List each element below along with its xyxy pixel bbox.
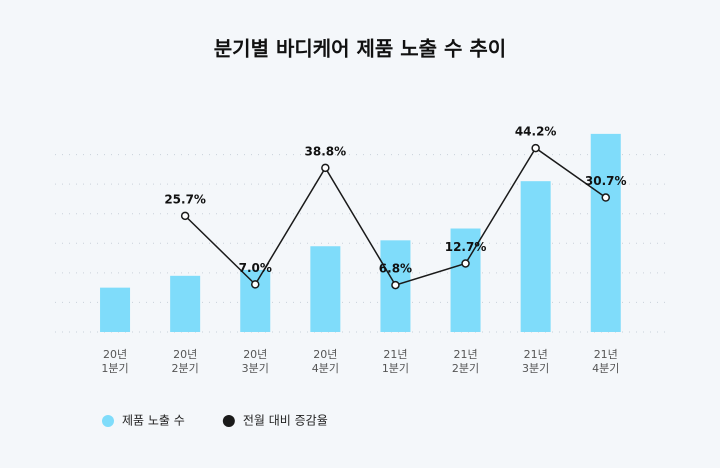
legend-marker	[222, 415, 235, 427]
data-label: 12.7%	[445, 240, 487, 254]
line-point	[461, 259, 470, 268]
bar	[240, 269, 271, 332]
x-tick-label: 20년 2분기	[171, 348, 199, 375]
line-point	[251, 280, 260, 289]
x-tick-label: 20년 1분기	[101, 348, 129, 375]
line-point	[601, 193, 610, 202]
data-label: 6.8%	[379, 262, 412, 276]
line-point	[531, 143, 540, 153]
x-tick-label: 20년 3분기	[241, 348, 269, 375]
bar	[310, 246, 341, 332]
legend-label: 전월 대비 증감율	[243, 414, 328, 428]
x-tick-label: 21년 2분기	[451, 348, 480, 375]
line-point	[391, 280, 400, 290]
chart-title: 분기별 바디케어 제품 노출 수 추이	[214, 37, 506, 61]
data-label: 7.0%	[239, 261, 272, 275]
line-point	[321, 163, 330, 173]
legend-label: 제품 노출 수	[122, 414, 185, 428]
bar	[590, 133, 621, 332]
x-tick-label: 21년 1분기	[381, 348, 410, 375]
data-label: 38.8%	[305, 144, 347, 158]
x-tick-label: 20년 4분기	[311, 348, 339, 375]
legend-marker	[102, 415, 114, 427]
data-label: 44.2%	[515, 125, 557, 139]
x-tick-label: 21년 4분기	[592, 348, 620, 375]
bar	[100, 287, 131, 332]
bar	[520, 181, 551, 332]
data-label: 30.7%	[585, 174, 627, 188]
data-label: 25.7%	[164, 192, 206, 206]
bar	[170, 275, 201, 332]
line-point	[180, 211, 190, 221]
x-tick-label: 21년 3분기	[522, 348, 550, 375]
